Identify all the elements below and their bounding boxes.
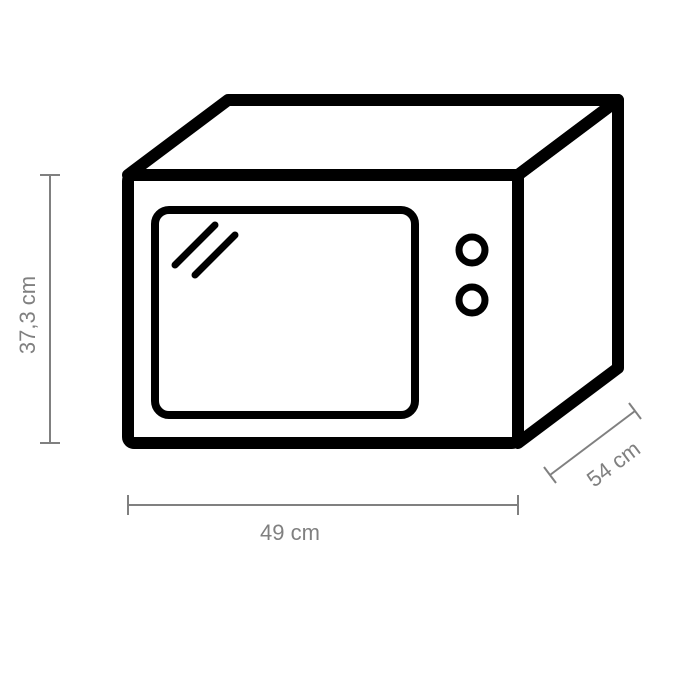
- microwave-side-face: [518, 100, 618, 443]
- dim-label-width: 49 cm: [260, 520, 320, 545]
- microwave-top-face: [128, 100, 618, 175]
- control-knob-0: [459, 237, 485, 263]
- dimension-diagram: 37,3 cm49 cm54 cm: [0, 0, 700, 700]
- microwave-door: [155, 210, 415, 415]
- control-knob-1: [459, 287, 485, 313]
- dim-label-height: 37,3 cm: [15, 276, 40, 354]
